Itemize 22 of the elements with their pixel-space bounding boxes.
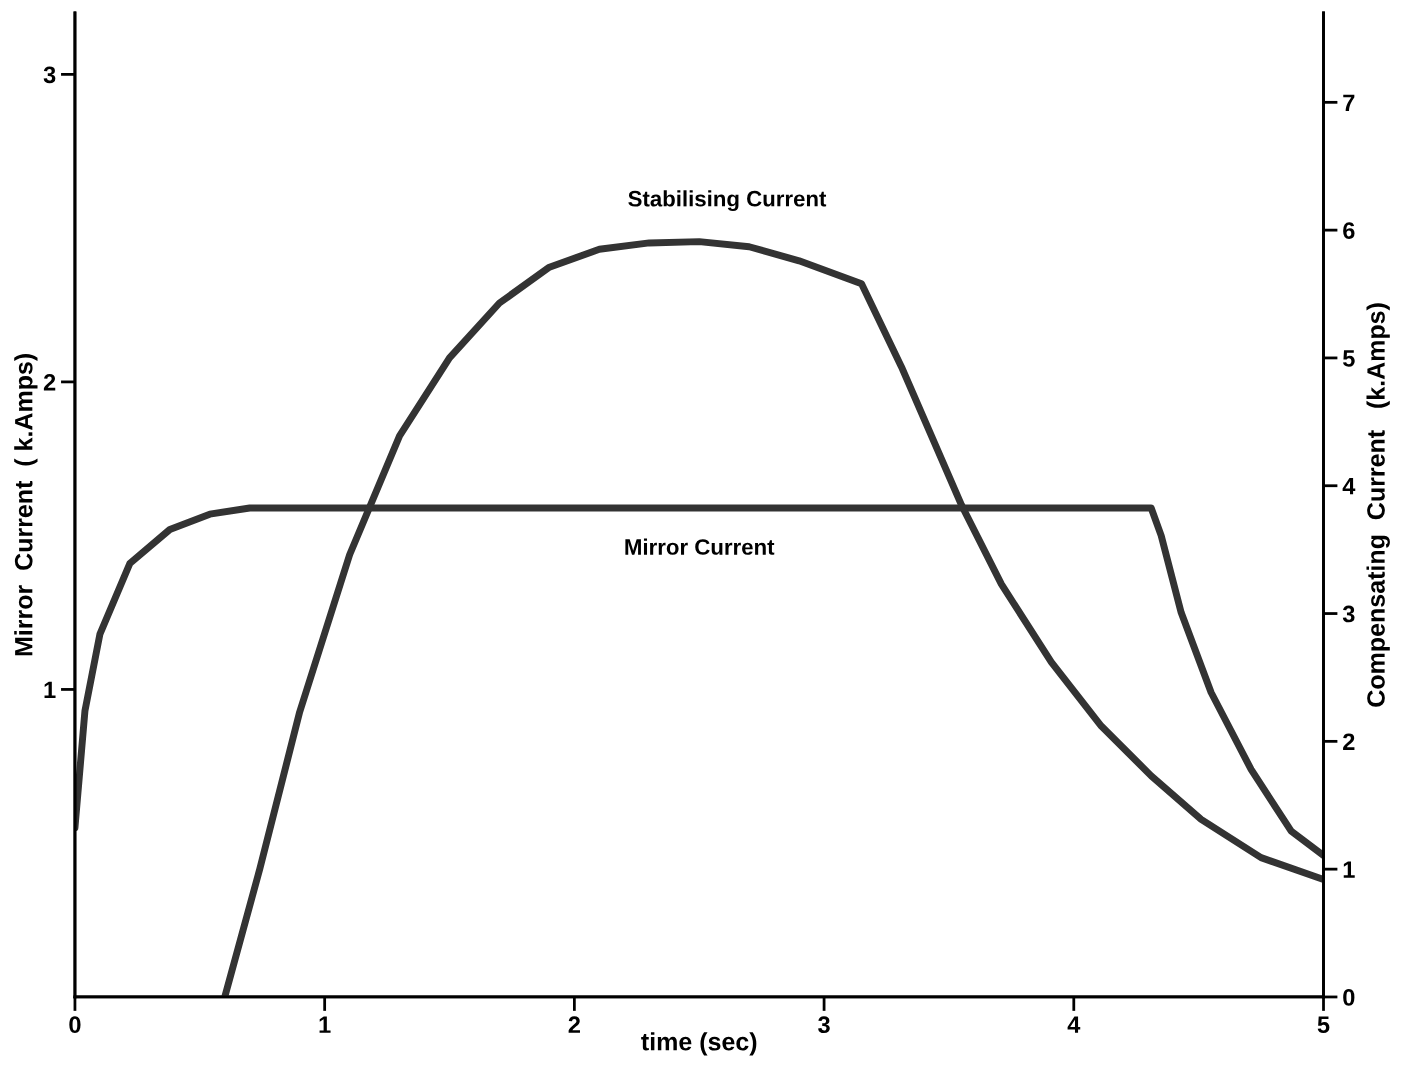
x-axis-title: time (sec) (641, 1032, 757, 1056)
y2-axis-title: Compensating Current (k.Amps) (1366, 303, 1390, 707)
y2-tick-label: 2 (1343, 733, 1355, 750)
y2-tick-label: 4 (1342, 478, 1356, 495)
y2-tick-label: 1 (1343, 861, 1355, 878)
y-axis-title: Mirror Current ( k.Amps) (14, 354, 38, 656)
y2-tick-label: 3 (1342, 605, 1355, 623)
y-tick-label: 3 (43, 66, 56, 84)
x-tick-label: 0 (69, 1016, 81, 1034)
y-tick-label: 2 (43, 373, 56, 391)
series-label: Mirror Current (625, 538, 775, 555)
y2-tick-label: 7 (1343, 94, 1355, 111)
y2-tick-label: 0 (1343, 989, 1355, 1006)
y-tick-label: 1 (44, 681, 56, 698)
x-tick-label: 4 (1067, 1016, 1081, 1033)
x-tick-label: 2 (568, 1016, 580, 1033)
y2-tick-label: 6 (1343, 222, 1355, 239)
y2-tick-label: 5 (1342, 350, 1355, 367)
x-tick-label: 3 (818, 1016, 830, 1034)
x-tick-label: 1 (319, 1016, 331, 1033)
series-label: Stabilising Current (628, 190, 827, 212)
x-tick-label: 5 (1317, 1016, 1330, 1034)
